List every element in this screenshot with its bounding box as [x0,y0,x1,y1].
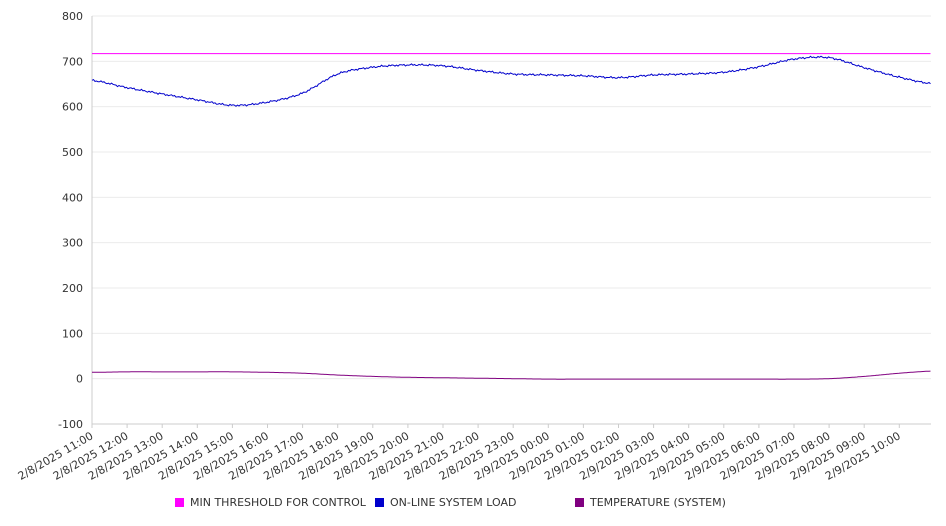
y-tick-label: -100 [58,418,83,431]
legend-label-threshold: MIN THRESHOLD FOR CONTROL [190,496,366,509]
legend: MIN THRESHOLD FOR CONTROL ON-LINE SYSTEM… [0,496,946,516]
y-tick-label: 300 [62,237,83,250]
series-line-temperature [92,370,931,380]
y-tick-label: 200 [62,282,83,295]
x-axis-ticks: 2/8/2025 11:002/8/2025 12:002/8/2025 13:… [16,424,903,483]
y-tick-label: 0 [76,373,83,386]
y-tick-label: 100 [62,327,83,340]
y-axis-ticks: -100 0 100 200 300 400 500 600 700 800 [58,10,83,431]
legend-item-system-load[interactable]: ON-LINE SYSTEM LOAD [375,496,516,509]
y-tick-label: 600 [62,101,83,114]
series-lines [91,53,931,380]
y-tick-label: 800 [62,10,83,23]
legend-swatch-threshold [175,498,184,507]
series-line-system-load [91,55,931,107]
y-tick-label: 400 [62,191,83,204]
legend-label-system-load: ON-LINE SYSTEM LOAD [390,496,517,509]
legend-label-temperature: TEMPERATURE (SYSTEM) [590,496,726,509]
legend-swatch-temperature [575,498,584,507]
grid-lines [92,15,931,425]
legend-item-threshold[interactable]: MIN THRESHOLD FOR CONTROL [175,496,366,509]
axes [91,16,931,425]
y-tick-label: 700 [62,55,83,68]
legend-item-temperature[interactable]: TEMPERATURE (SYSTEM) [575,496,726,509]
y-tick-label: 500 [62,146,83,159]
legend-swatch-system-load [375,498,384,507]
